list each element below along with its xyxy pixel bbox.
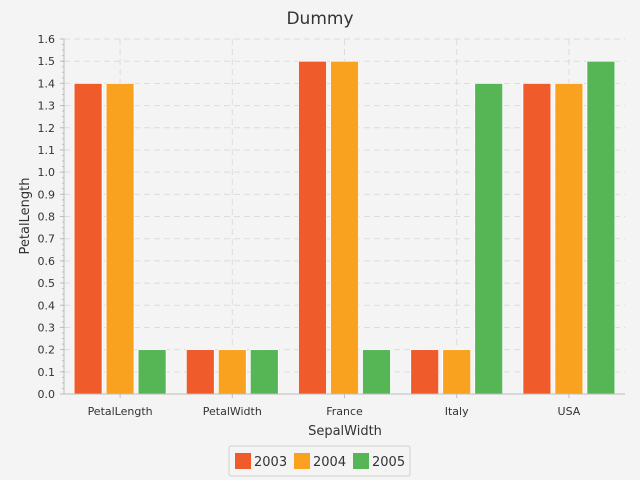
y-tick-label: 0.7	[38, 233, 56, 246]
bar-2003-usa	[522, 82, 552, 395]
legend-swatch-2003	[235, 453, 251, 469]
bar-2005-usa	[586, 60, 616, 395]
bar-2003-petalwidth	[185, 349, 215, 395]
bar-2005-petallength	[137, 349, 167, 395]
bar-2004-italy	[442, 349, 472, 395]
bar-2003-italy	[410, 349, 440, 395]
bar-2003-petallength	[73, 82, 103, 395]
y-tick-label: 1.4	[38, 77, 56, 90]
y-tick-label: 0.8	[38, 211, 56, 224]
y-tick-label: 0.5	[38, 277, 56, 290]
y-tick-label: 0.9	[38, 188, 56, 201]
bars-layer	[73, 60, 616, 395]
y-tick-label: 0.0	[38, 388, 56, 401]
x-tick-label: USA	[558, 405, 581, 418]
y-tick-label: 1.6	[38, 33, 56, 46]
legend-label-2004: 2004	[313, 455, 346, 470]
bar-2004-usa	[554, 82, 584, 395]
legend-label-2005: 2005	[372, 455, 405, 470]
y-tick-label: 1.2	[38, 122, 56, 135]
y-tick-label: 1.0	[38, 166, 56, 179]
x-tick-label: PetalWidth	[203, 405, 262, 418]
bar-2005-petalwidth	[249, 349, 279, 395]
bar-2005-france	[362, 349, 391, 395]
bar-2005-italy	[474, 82, 504, 395]
y-tick-label: 1.5	[38, 55, 56, 68]
y-axis-label: PetalLength	[18, 178, 33, 255]
y-tick-label: 0.6	[38, 255, 56, 268]
x-tick-label: France	[326, 405, 363, 418]
legend: 2003 2004 2005	[228, 445, 411, 477]
bar-2003-france	[298, 60, 327, 395]
bar-2004-france	[330, 60, 359, 395]
x-tick-label: Italy	[445, 405, 469, 418]
x-axis-label: SepalWidth	[308, 424, 382, 439]
axes-layer: 0.0 0.1 0.2 0.3 0.4 0.5 0.6 0.7 0.8 0.9 1.0 1.1 1.2 1…	[38, 33, 625, 418]
y-tick-label: 0.3	[38, 321, 56, 334]
chart-title: Dummy	[286, 9, 353, 29]
y-tick-label: 1.1	[38, 144, 56, 157]
bar-2004-petallength	[105, 82, 135, 395]
y-tick-label: 0.4	[38, 299, 56, 312]
y-tick-label: 0.1	[38, 366, 56, 379]
y-tick-label: 0.2	[38, 344, 56, 357]
legend-label-2003: 2003	[254, 455, 287, 470]
legend-swatch-2004	[294, 453, 310, 469]
y-tick-label: 1.3	[38, 100, 56, 113]
x-tick-label: PetalLength	[88, 405, 153, 418]
legend-swatch-2005	[353, 453, 369, 469]
bar-2004-petalwidth	[217, 349, 247, 395]
